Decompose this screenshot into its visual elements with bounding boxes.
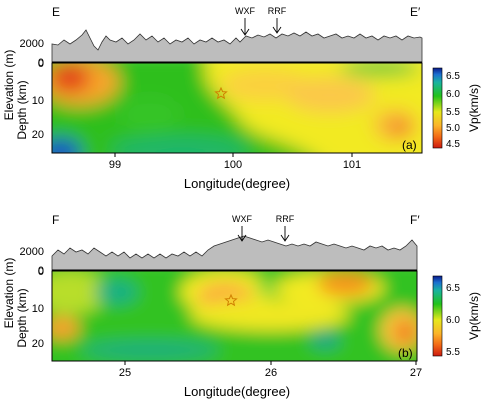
section-a-left-end: E	[52, 5, 60, 19]
section-b-x-tick-25: 25	[119, 367, 131, 379]
section-b-terrain-profile	[51, 235, 418, 271]
section-a-cbar-tick-50: 5.0	[446, 123, 460, 134]
section-a-depth-label: Depth (km)	[15, 80, 29, 139]
section-a: E E′ WXF RRF 2000 0 Elevation (m)	[2, 5, 481, 191]
section-b: F F′ WXF RRF 2000 0 Elevation (m)	[2, 213, 481, 399]
section-b-cbar-label: Vp(km/s)	[467, 292, 481, 340]
section-a-cbar-tick-60: 6.0	[446, 89, 460, 100]
section-a-event-star	[214, 86, 228, 100]
section-a-depth-tick-0: 0	[38, 58, 44, 70]
section-b-plot-frame	[51, 270, 418, 362]
section-a-fault-wxf-label: WXF	[235, 6, 255, 16]
section-b-elev-tick-2000: 2000	[20, 246, 44, 258]
section-b-cbar-tick-55: 5.5	[446, 347, 460, 358]
section-a-elevation-label: Elevation (m)	[2, 50, 16, 121]
section-a-elev-tick-2000: 2000	[20, 38, 44, 50]
section-a-elev-tick-0: 0	[38, 57, 44, 69]
section-a-right-end: E′	[410, 5, 421, 19]
section-a-plot-frame	[51, 62, 423, 154]
section-b-depth-tick-20: 20	[32, 338, 44, 350]
section-b-elevation-label: Elevation (m)	[2, 258, 16, 329]
section-b-cbar-tick-60: 6.0	[446, 315, 460, 326]
section-b-x-tick-26: 26	[265, 367, 277, 379]
section-b-velocity-field	[52, 271, 417, 361]
section-a-x-tick-100: 100	[224, 159, 242, 171]
section-b-event-star	[224, 293, 238, 307]
section-a-cbar-label: Vp(km/s)	[467, 84, 481, 132]
section-b-panel-label: (b)	[398, 346, 413, 360]
section-b-depth-label: Depth (km)	[15, 288, 29, 347]
section-b-fault-wxf-label: WXF	[232, 214, 252, 224]
section-a-x-tick-99: 99	[109, 159, 121, 171]
section-a-depth-tick-10: 10	[32, 95, 44, 107]
section-a-depth-tick-20: 20	[32, 129, 44, 141]
section-a-cbar-tick-45: 4.5	[446, 139, 460, 150]
section-b-cbar-tick-65: 6.5	[446, 283, 460, 294]
section-b-x-tick-27: 27	[410, 367, 422, 379]
section-a-panel-label: (a)	[402, 138, 417, 152]
section-b-depth-tick-0: 0	[38, 266, 44, 278]
section-a-x-tick-101: 101	[343, 159, 361, 171]
section-a-cbar-tick-55: 5.5	[446, 107, 460, 118]
section-a-colorbar	[432, 67, 443, 149]
section-a-cbar-tick-65: 6.5	[446, 71, 460, 82]
section-b-depth-tick-10: 10	[32, 303, 44, 315]
section-a-x-label: Longitude(degree)	[184, 176, 290, 191]
section-b-right-end: F′	[410, 213, 420, 227]
section-b-elev-tick-0: 0	[38, 265, 44, 277]
section-b-fault-rrf-label: RRF	[276, 214, 295, 224]
section-a-fault-rrf-label: RRF	[268, 6, 287, 16]
section-a-velocity-field	[52, 63, 422, 153]
section-b-colorbar	[432, 275, 443, 357]
section-b-left-end: F	[52, 213, 59, 227]
section-b-x-label: Longitude(degree)	[184, 384, 290, 399]
section-a-terrain-profile	[51, 29, 423, 63]
